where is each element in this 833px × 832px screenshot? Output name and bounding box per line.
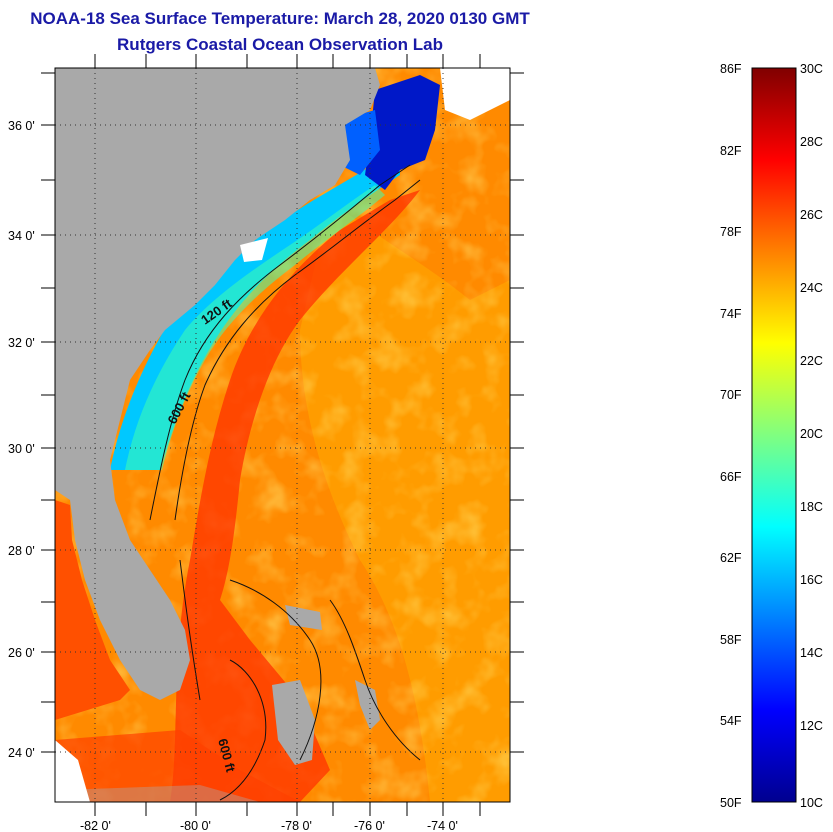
colorbar-f-66: 66F	[720, 470, 742, 484]
colorbar-c-12: 12C	[800, 719, 823, 733]
lat-label-36: 36 0'	[8, 119, 35, 133]
eleuthera-island	[355, 680, 380, 730]
colorbar-f-50: 50F	[720, 796, 742, 810]
colorbar-c-26: 26C	[800, 208, 823, 222]
lon-label-74: -74 0'	[427, 819, 458, 832]
lon-label-78: -78 0'	[281, 819, 312, 832]
temperature-colorbar: 86F 82F 78F 74F 70F 66F 62F 58F 54F 50F …	[720, 62, 823, 810]
shelf-mid-water	[125, 185, 385, 470]
colorbar-c-28: 28C	[800, 135, 823, 149]
map-title: NOAA-18 Sea Surface Temperature: March 2…	[30, 9, 530, 28]
southern-warm-mass	[55, 730, 300, 802]
graticule	[55, 68, 510, 802]
gulf-stream	[170, 190, 420, 802]
lat-label-24: 24 0'	[8, 746, 35, 760]
colorbar-f-82: 82F	[720, 144, 742, 158]
colorbar-c-14: 14C	[800, 646, 823, 660]
lat-label-28: 28 0'	[8, 544, 35, 558]
colorbar-c-16: 16C	[800, 573, 823, 587]
colorbar-c-18: 18C	[800, 500, 823, 514]
map-frame	[54, 67, 511, 803]
lat-label-26: 26 0'	[8, 646, 35, 660]
bathymetry-contours	[149, 164, 421, 801]
cloud-mask-north	[440, 68, 510, 120]
cuba-edge	[60, 785, 260, 802]
lat-label-34: 34 0'	[8, 229, 35, 243]
gulf-of-mexico-water	[55, 500, 130, 720]
colorbar-f-62: 62F	[720, 551, 742, 565]
us-mainland	[55, 68, 380, 700]
colorbar-f-74: 74F	[720, 307, 742, 321]
tick-marks	[41, 54, 524, 816]
cloud-mask-south	[55, 740, 90, 802]
colorbar-f-78: 78F	[720, 225, 742, 239]
colorbar-gradient	[751, 67, 797, 803]
map-subtitle: Rutgers Coastal Ocean Observation Lab	[117, 35, 443, 54]
colorbar-c-20: 20C	[800, 427, 823, 441]
colorbar-f-54: 54F	[720, 714, 742, 728]
colorbar-f-70: 70F	[720, 388, 742, 402]
sst-map: 120 ft 600 ft 600 ft	[8, 54, 524, 832]
colorbar-c-24: 24C	[800, 281, 823, 295]
cold-coastal-water	[365, 75, 440, 190]
andros-island	[272, 680, 315, 765]
lon-label-80: -80 0'	[180, 819, 211, 832]
lat-label-32: 32 0'	[8, 336, 35, 350]
colorbar-f-86: 86F	[720, 62, 742, 76]
colorbar-c-30: 30C	[800, 62, 823, 76]
cloud-mask-coast	[240, 238, 268, 262]
lat-label-30: 30 0'	[8, 442, 35, 456]
colorbar-c-10: 10C	[800, 796, 823, 810]
lon-label-76: -76 0'	[354, 819, 385, 832]
colorbar-c-22: 22C	[800, 354, 823, 368]
grand-bahama-island	[285, 605, 322, 630]
colorbar-f-58: 58F	[720, 633, 742, 647]
lon-label-82: -82 0'	[80, 819, 111, 832]
